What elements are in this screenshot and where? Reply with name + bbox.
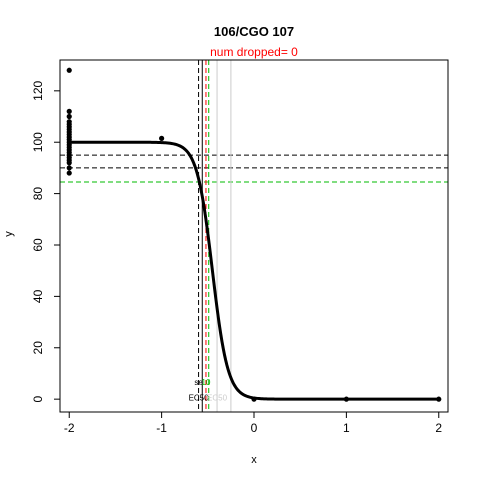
y-tick-label: 40	[31, 289, 45, 303]
reference-lines	[60, 60, 448, 412]
x-tick-label: 1	[343, 421, 350, 435]
data-point	[343, 396, 349, 402]
y-tick-label: 100	[31, 132, 45, 152]
chart-subtitle: num dropped= 0	[210, 45, 298, 59]
y-axis: 0 20 40 60 80 100 120	[31, 81, 61, 402]
y-tick-label: 80	[31, 187, 45, 201]
x-tick-label: 2	[435, 421, 442, 435]
y-tick-label: 20	[31, 341, 45, 355]
x-axis-label: x	[251, 454, 257, 466]
y-tick-label: 120	[31, 81, 45, 101]
x-tick-label: -2	[64, 421, 75, 435]
x-tick-label: 0	[251, 421, 258, 435]
annotation-label: 10	[202, 378, 211, 387]
data-point	[66, 165, 72, 171]
annotation-label: se	[194, 378, 203, 387]
data-point	[66, 170, 72, 176]
data-points	[66, 67, 442, 402]
data-point	[436, 396, 442, 402]
annotation-label: EC50	[207, 393, 228, 402]
chart-title: 106/CGO 107	[214, 24, 294, 39]
x-tick-label: -1	[156, 421, 167, 435]
data-point	[66, 160, 72, 166]
data-point	[159, 135, 165, 141]
data-point	[66, 108, 72, 114]
y-tick-label: 60	[31, 238, 45, 252]
y-axis-label: y	[3, 231, 15, 237]
data-point	[66, 113, 72, 120]
data-point	[251, 396, 257, 402]
y-tick-label: 0	[31, 395, 45, 402]
x-axis: -2 -1 0 1 2	[64, 411, 442, 435]
annotation-label: EC50	[189, 393, 210, 402]
data-point	[66, 67, 72, 73]
